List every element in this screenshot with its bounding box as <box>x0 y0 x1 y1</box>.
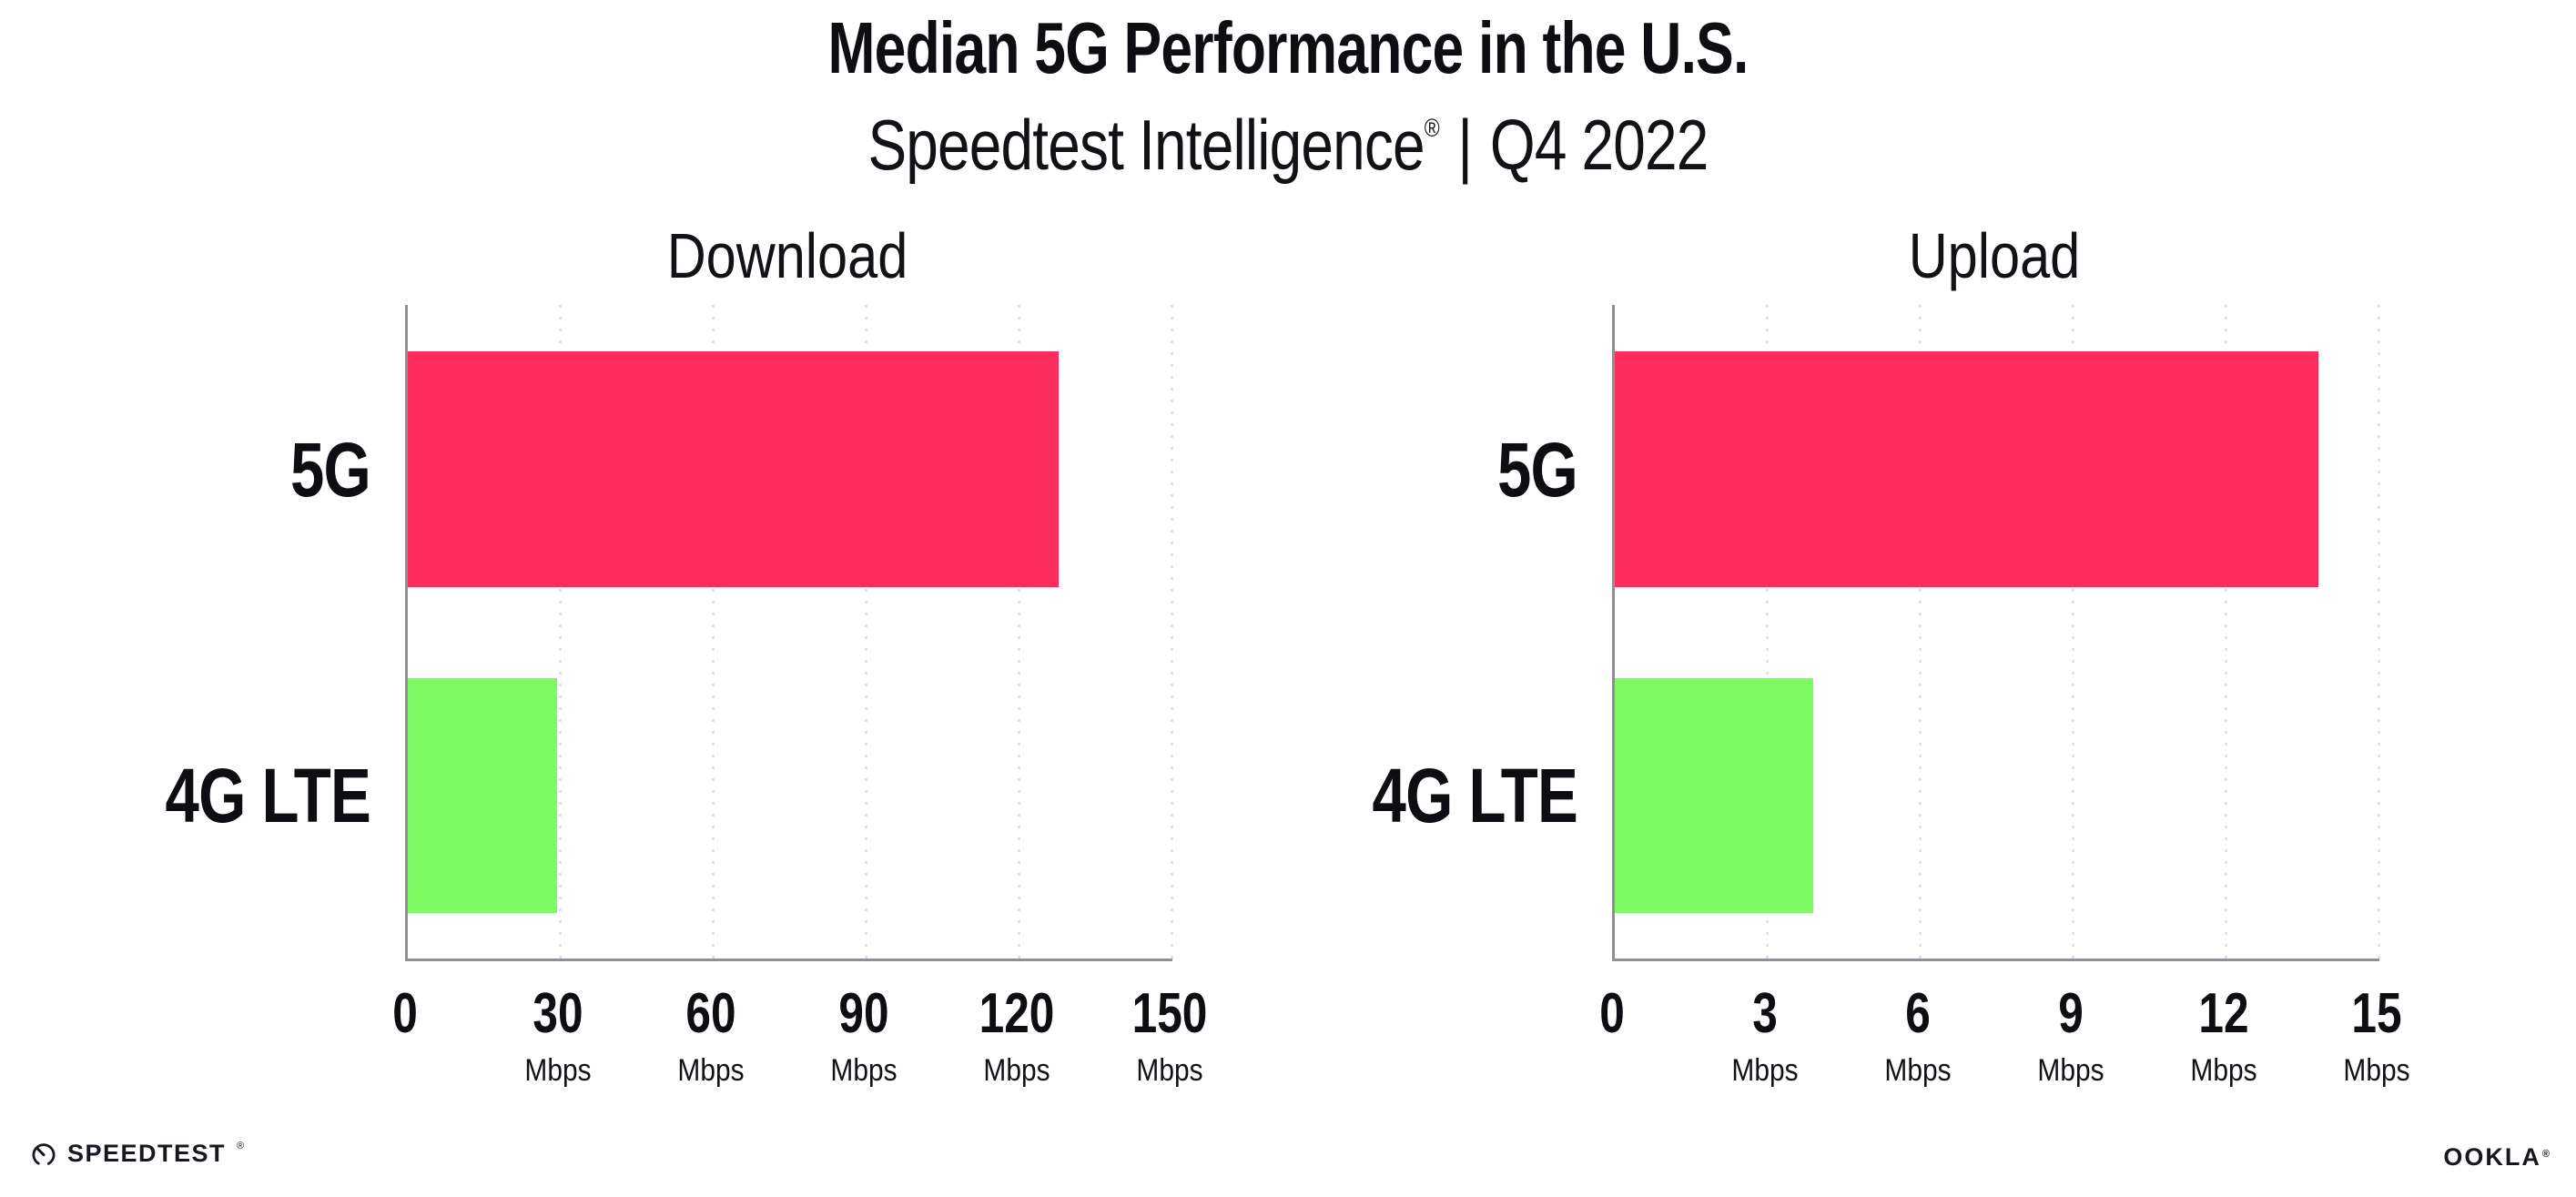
category-label-4g-lte: 4G LTE <box>165 753 371 838</box>
tick-unit: Mbps <box>1731 1053 1799 1088</box>
download-plot-area <box>405 305 1173 961</box>
registered-mark: ® <box>237 1140 245 1151</box>
tick-value: 60 <box>685 982 736 1045</box>
subtitle-separator: | <box>1457 105 1473 185</box>
tick-value: 30 <box>532 982 583 1045</box>
gridline <box>865 305 867 959</box>
x-tick-label: 12 Mbps <box>2115 982 2333 1088</box>
page-title: Median 5G Performance in the U.S. <box>827 7 1749 88</box>
gridline <box>1171 305 1173 959</box>
tick-unit: Mbps <box>983 1053 1050 1088</box>
ookla-logo: OOKLA® <box>2443 1143 2551 1172</box>
tick-value: 0 <box>392 982 418 1045</box>
registered-mark: ® <box>2541 1149 2551 1160</box>
speedtest-wordmark: SPEEDTEST <box>67 1140 227 1167</box>
bar-4g-lte-upload <box>1615 678 1814 913</box>
tick-unit: Mbps <box>830 1053 898 1088</box>
x-tick-label: 120 Mbps <box>908 982 1126 1088</box>
x-tick-label: 0 <box>296 982 514 1045</box>
tick-value: 120 <box>979 982 1055 1045</box>
registered-trademark-icon: ® <box>1424 114 1440 142</box>
x-tick-label: 90 Mbps <box>755 982 973 1088</box>
tick-unit: Mbps <box>524 1053 592 1088</box>
gridline <box>2225 305 2227 959</box>
bar-5g-download <box>408 351 1059 587</box>
subtitle-period: Q4 2022 <box>1489 105 1709 185</box>
tick-value: 15 <box>2351 982 2402 1045</box>
x-tick-label: 3 Mbps <box>1656 982 1874 1088</box>
x-tick-label: 9 Mbps <box>1962 982 2180 1088</box>
gridline <box>2378 305 2380 959</box>
tick-value: 9 <box>2058 982 2084 1045</box>
tick-value: 12 <box>2198 982 2249 1045</box>
x-tick-label: 60 Mbps <box>602 982 820 1088</box>
category-label-5g: 5G <box>289 426 371 512</box>
page-subtitle: Speedtest Intelligence® | Q4 2022 <box>232 89 2345 184</box>
x-tick-label: 0 <box>1503 982 1721 1045</box>
gridline <box>712 305 715 959</box>
tick-value: 150 <box>1131 982 1208 1045</box>
bar-5g-upload <box>1615 351 2318 587</box>
tick-unit: Mbps <box>2037 1053 2104 1088</box>
tick-value: 3 <box>1752 982 1778 1045</box>
tick-value: 6 <box>1905 982 1931 1045</box>
gridline <box>1919 305 1922 959</box>
upload-plot-area <box>1612 305 2380 961</box>
speedtest-gauge-icon <box>30 1141 57 1168</box>
x-tick-label: 30 Mbps <box>449 982 667 1088</box>
subtitle-brand: Speedtest Intelligence <box>867 105 1425 185</box>
category-label-4g-lte: 4G LTE <box>1372 753 1578 838</box>
tick-unit: Mbps <box>2343 1053 2410 1088</box>
tick-unit: Mbps <box>2190 1053 2257 1088</box>
tick-unit: Mbps <box>1884 1053 1952 1088</box>
bar-4g-lte-download <box>408 678 557 913</box>
gridline <box>2072 305 2074 959</box>
chart-title-download: Download <box>666 220 908 291</box>
tick-value: 90 <box>838 982 889 1045</box>
tick-value: 0 <box>1599 982 1625 1045</box>
x-tick-label: 15 Mbps <box>2267 982 2486 1088</box>
chart-title-upload: Upload <box>1908 220 2081 291</box>
gridline <box>559 305 562 959</box>
ookla-wordmark: OOKLA <box>2443 1143 2541 1171</box>
gridline <box>1018 305 1020 959</box>
x-tick-label: 6 Mbps <box>1809 982 2027 1088</box>
speedtest-logo: SPEEDTEST ® <box>30 1140 245 1168</box>
tick-unit: Mbps <box>1136 1053 1203 1088</box>
x-tick-label: 150 Mbps <box>1060 982 1279 1088</box>
category-label-5g: 5G <box>1496 426 1578 512</box>
gridline <box>1766 305 1769 959</box>
tick-unit: Mbps <box>677 1053 745 1088</box>
